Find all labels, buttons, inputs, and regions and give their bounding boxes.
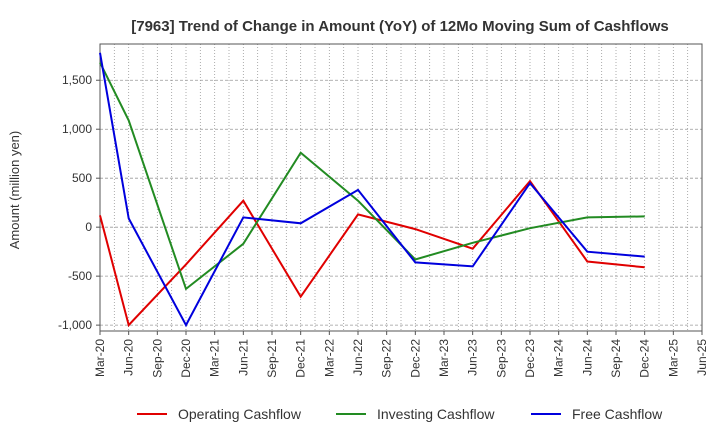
y-tick-label: 500: [72, 171, 92, 185]
x-tick-label: Jun-22: [351, 339, 365, 376]
x-tick-label: Sep-20: [150, 339, 164, 378]
x-tick-label: Sep-21: [265, 339, 279, 378]
x-tick-label: Dec-20: [179, 339, 193, 378]
y-tick-label: -500: [68, 269, 92, 283]
x-tick-label: Dec-22: [408, 339, 422, 378]
x-tick-label: Jun-24: [580, 339, 594, 376]
x-tick-label: Mar-22: [322, 339, 336, 377]
x-tick-label: Dec-24: [638, 339, 652, 378]
x-tick-label: Sep-22: [380, 339, 394, 378]
x-tick-label: Dec-23: [523, 339, 537, 378]
x-tick-label: Mar-23: [437, 339, 451, 377]
x-tick-label: Jun-23: [466, 339, 480, 376]
legend: Operating Cashflow Investing Cashflow Free…: [137, 406, 663, 422]
legend-item: Operating Cashflow: [137, 406, 302, 422]
legend-label: Operating Cashflow: [178, 406, 302, 422]
legend-label: Investing Cashflow: [377, 406, 495, 422]
y-axis-label: Amount (million yen): [7, 131, 22, 250]
y-tick-label: 0: [85, 220, 92, 234]
x-tick-label: Jun-21: [236, 339, 250, 376]
x-tick-label: Sep-24: [609, 339, 623, 378]
x-tick-label: Sep-23: [494, 339, 508, 378]
x-tick-label: Jun-25: [695, 339, 709, 376]
chart-title: [7963] Trend of Change in Amount (YoY) o…: [131, 18, 669, 35]
x-tick-label: Mar-24: [552, 339, 566, 377]
series-line: [100, 181, 645, 325]
legend-label: Free Cashflow: [572, 406, 663, 422]
x-tick-label: Jun-20: [122, 339, 136, 376]
y-tick-label: -1,000: [58, 318, 92, 332]
x-tick-label: Mar-25: [666, 339, 680, 377]
legend-item: Free Cashflow: [531, 406, 663, 422]
x-tick-label: Dec-21: [294, 339, 308, 378]
x-tick-label: Mar-21: [208, 339, 222, 377]
y-tick-label: 1,000: [62, 122, 92, 136]
x-tick-label: Mar-20: [93, 339, 107, 377]
y-tick-label: 1,500: [62, 73, 92, 87]
series-operating-cashflow: [100, 181, 645, 325]
axes: -1,000 -500 0 500 1,000 1,500 Mar-20 Jun-20 Sep-…: [58, 44, 709, 378]
legend-item: Investing Cashflow: [336, 406, 495, 422]
grid: [100, 44, 702, 331]
